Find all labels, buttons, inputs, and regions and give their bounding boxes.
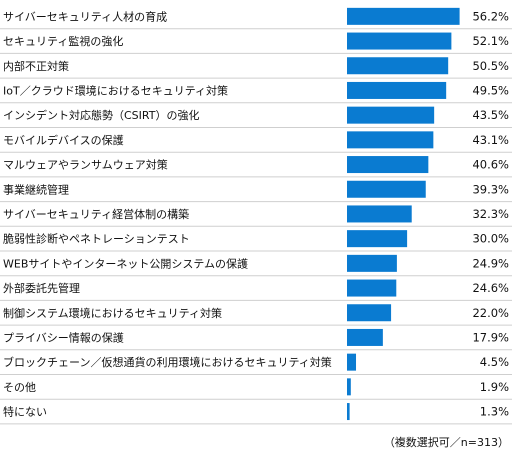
value-label: 39.3% bbox=[472, 182, 509, 196]
category-label: マルウェアやランサムウェア対策 bbox=[3, 158, 168, 172]
category-label: 内部不正対策 bbox=[3, 59, 69, 73]
category-label: 外部委託先管理 bbox=[3, 281, 80, 295]
bar bbox=[347, 7, 460, 25]
value-label: 56.2% bbox=[472, 9, 509, 23]
category-label: プライバシー情報の保護 bbox=[3, 330, 124, 344]
value-label: 49.5% bbox=[472, 83, 509, 97]
category-label: 制御システム環境におけるセキュリティ対策 bbox=[3, 306, 222, 320]
bar bbox=[347, 180, 426, 198]
category-label: 特にない bbox=[3, 405, 47, 419]
value-label: 1.3% bbox=[480, 405, 509, 419]
category-label: 脆弱性診断やペネトレーションテスト bbox=[3, 232, 190, 246]
value-label: 24.6% bbox=[472, 281, 509, 295]
bar bbox=[347, 205, 412, 223]
category-label: その他 bbox=[3, 381, 36, 394]
category-label: ブロックチェーン／仮想通貨の利用環境におけるセキュリティ対策 bbox=[3, 355, 332, 369]
bar bbox=[347, 156, 429, 174]
category-label: サイバーセキュリティ人材の育成 bbox=[3, 9, 167, 23]
value-label: 30.0% bbox=[472, 232, 509, 246]
category-label: モバイルデバイスの保護 bbox=[3, 133, 124, 147]
bar bbox=[347, 304, 392, 322]
category-label: 事業継続管理 bbox=[3, 182, 69, 196]
bar bbox=[347, 403, 350, 421]
bar bbox=[347, 353, 357, 371]
value-label: 43.5% bbox=[472, 108, 509, 122]
category-label: IoT／クラウド環境におけるセキュリティ対策 bbox=[3, 83, 228, 97]
bar bbox=[347, 328, 383, 346]
bar bbox=[347, 230, 408, 248]
value-label: 32.3% bbox=[472, 207, 509, 221]
value-label: 50.5% bbox=[472, 59, 509, 73]
category-label: インシデント対応態勢（CSIRT）の強化 bbox=[3, 108, 199, 122]
bar bbox=[347, 254, 397, 272]
value-label: 22.0% bbox=[472, 306, 509, 320]
value-label: 17.9% bbox=[472, 330, 509, 344]
bar bbox=[347, 32, 452, 50]
value-label: 24.9% bbox=[472, 256, 509, 270]
bar bbox=[347, 131, 434, 149]
bar bbox=[347, 106, 435, 124]
bar bbox=[347, 57, 449, 75]
value-label: 43.1% bbox=[472, 133, 509, 147]
value-label: 4.5% bbox=[480, 355, 509, 369]
category-label: サイバーセキュリティ経営体制の構築 bbox=[3, 207, 189, 221]
bar bbox=[347, 378, 351, 396]
category-label: WEBサイトやインターネット公開システムの保護 bbox=[3, 256, 248, 270]
bar bbox=[347, 81, 447, 99]
value-label: 1.9% bbox=[480, 380, 509, 394]
category-label: セキュリティ監視の強化 bbox=[3, 34, 123, 48]
value-label: 52.1% bbox=[472, 34, 509, 48]
bar bbox=[347, 279, 397, 297]
value-label: 40.6% bbox=[472, 158, 509, 172]
sample-note: （複数選択可／n=313） bbox=[383, 436, 509, 449]
